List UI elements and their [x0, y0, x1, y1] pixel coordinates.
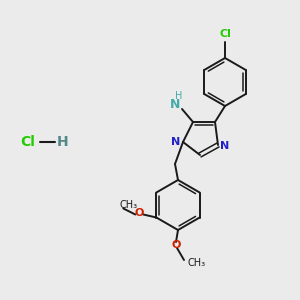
Text: N: N	[170, 98, 180, 110]
Text: N: N	[171, 137, 181, 147]
Text: H: H	[175, 91, 183, 101]
Text: O: O	[135, 208, 144, 218]
Text: CH₃: CH₃	[188, 258, 206, 268]
Text: CH₃: CH₃	[119, 200, 137, 211]
Text: Cl: Cl	[21, 135, 35, 149]
Text: Cl: Cl	[219, 29, 231, 39]
Text: O: O	[171, 240, 181, 250]
Text: H: H	[57, 135, 69, 149]
Text: N: N	[220, 141, 230, 151]
